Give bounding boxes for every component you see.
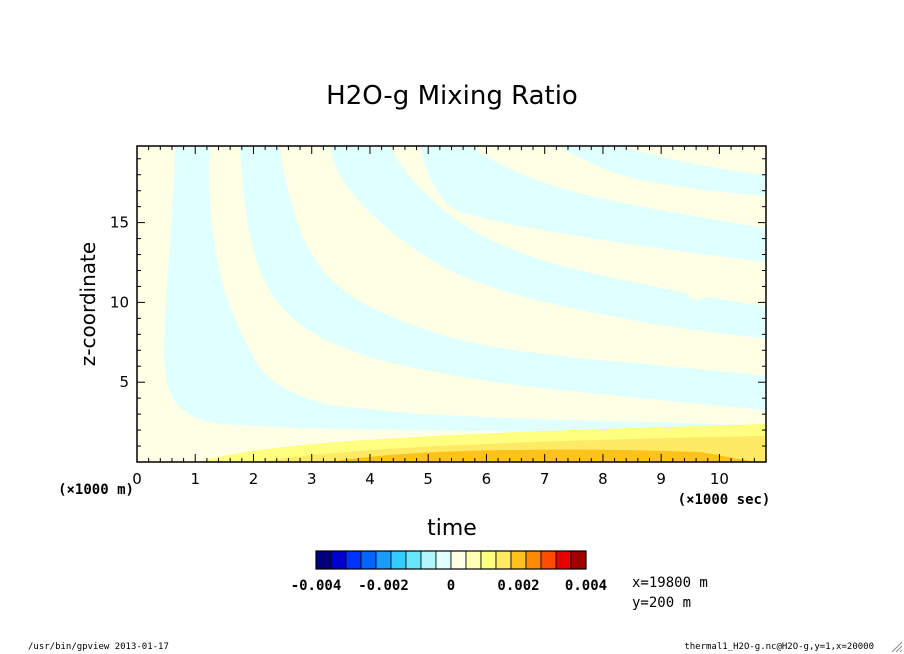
colorbar-frame xyxy=(315,550,587,570)
x-tick-label: 10 xyxy=(710,470,729,488)
x-tick-label: 3 xyxy=(307,470,317,488)
x-tick-label: 6 xyxy=(482,470,492,488)
x-tick-label: 0 xyxy=(132,470,142,488)
x-tick-label: 9 xyxy=(656,470,666,488)
x-tick-label: 2 xyxy=(249,470,259,488)
field-region-negative-3 xyxy=(330,146,766,338)
field-region-negative-6 xyxy=(380,149,392,161)
footer-left: /usr/bin/gpview 2013-01-17 xyxy=(28,642,169,652)
annotation-x: x=19800 m xyxy=(632,575,708,591)
colorbar-swatch xyxy=(465,550,482,570)
colorbar-tick-label: 0.002 xyxy=(497,578,539,594)
x-axis-label: time xyxy=(427,516,477,541)
colorbar-tick-label: -0.004 xyxy=(291,578,342,594)
colorbar-tick-labels: -0.004 -0.002 0 0.002 0.004 xyxy=(291,578,607,594)
colorbar-swatch xyxy=(315,550,332,570)
axis-ticks xyxy=(136,146,767,462)
x-unit-note: (×1000 sec) xyxy=(678,492,771,508)
x-tick-labels: 0 1 2 3 4 5 6 7 8 9 10 xyxy=(132,470,729,488)
field-region-negative-4 xyxy=(420,146,766,262)
colorbar-swatch xyxy=(390,550,407,570)
colorbar-swatch xyxy=(555,550,572,570)
y-unit-note: (×1000 m) xyxy=(58,482,134,498)
x-tick-label: 1 xyxy=(190,470,200,488)
colorbar-swatch xyxy=(525,550,542,570)
colorbar-swatch xyxy=(495,550,512,570)
x-tick-label: 8 xyxy=(598,470,608,488)
colorbar-swatch xyxy=(480,550,497,570)
heatmap-field xyxy=(137,146,766,462)
colorbar-swatch xyxy=(360,550,377,570)
colorbar-swatch xyxy=(450,550,467,570)
y-tick-label: 15 xyxy=(110,214,129,232)
y-tick-label: 10 xyxy=(110,293,129,311)
colorbar-swatch xyxy=(570,550,587,570)
field-region-negative-1 xyxy=(164,146,766,440)
colorbar-tick-label: 0 xyxy=(447,578,455,594)
colorbar xyxy=(315,550,587,570)
colorbar-swatch xyxy=(540,550,557,570)
colorbar-swatch xyxy=(510,550,527,570)
field-region-negative-2 xyxy=(240,146,766,410)
field-region-negative-5 xyxy=(560,146,766,196)
colorbar-swatch xyxy=(420,550,437,570)
colorbar-swatch xyxy=(375,550,392,570)
colorbar-swatch xyxy=(435,550,452,570)
chart-title: H2O-g Mixing Ratio xyxy=(326,81,578,111)
y-tick-label: 5 xyxy=(119,373,129,391)
colorbar-tick-label: -0.002 xyxy=(358,578,409,594)
y-tick-labels: 5 10 15 xyxy=(110,214,129,392)
y-axis-label: z-coordinate xyxy=(76,242,100,366)
annotation-y: y=200 m xyxy=(632,595,691,611)
x-tick-label: 7 xyxy=(540,470,550,488)
colorbar-tick-label: 0.004 xyxy=(565,578,607,594)
field-region-positive-blob xyxy=(685,276,709,300)
footer-right: thermal1_H2O-g.nc@H2O-g,y=1,x=20000 xyxy=(684,642,874,652)
colorbar-swatch xyxy=(405,550,422,570)
x-tick-label: 4 xyxy=(365,470,375,488)
x-tick-label: 5 xyxy=(423,470,433,488)
colorbar-swatch xyxy=(330,550,347,570)
resize-grip-icon[interactable] xyxy=(890,640,902,652)
colorbar-swatch xyxy=(345,550,362,570)
